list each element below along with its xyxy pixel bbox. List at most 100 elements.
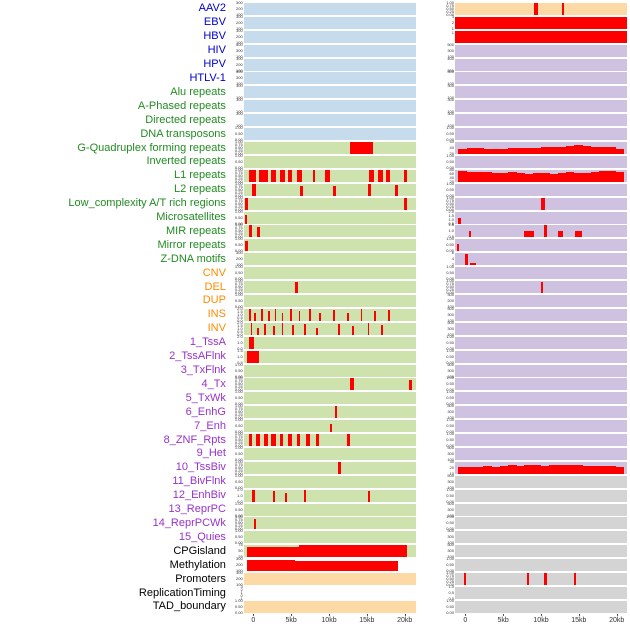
y-tick-label: 20 xyxy=(449,178,454,184)
y-tick-label: 0.0 xyxy=(237,331,243,337)
y-tick-label: 1.00 xyxy=(234,389,243,395)
y-tick-label: 0.0 xyxy=(237,345,243,351)
track-row: 1_TssA 2.0 1.0 0.0 1.00 0.50 0.00 xyxy=(0,334,627,351)
y-tick-label: 0.50 xyxy=(234,603,243,609)
y-tick-label: 0.00 xyxy=(234,164,243,170)
track-label: DEL xyxy=(204,281,226,293)
y-tick-label: 1.00 xyxy=(234,264,243,270)
y-axis-ticks-left-panel: 1.00 0.50 0.00 xyxy=(231,445,244,461)
y-tick-label: 1.00 xyxy=(446,194,454,200)
track-label: Mirror repeats xyxy=(157,239,226,251)
y-tick-label: 100 xyxy=(447,123,454,129)
y-tick-label: 0.00 xyxy=(446,276,454,282)
y-axis-ticks-right-panel: 500 300 100 xyxy=(416,473,455,490)
data-bar xyxy=(607,465,616,474)
y-tick-label: 1.00 xyxy=(234,458,243,464)
y-tick-label: 0.0 xyxy=(448,596,454,602)
y-tick-label: 0.00 xyxy=(446,359,454,365)
track-panel-left xyxy=(243,489,416,502)
data-bar xyxy=(565,465,575,474)
y-tick-label: 500 xyxy=(447,444,454,450)
data-bar xyxy=(598,147,608,155)
y-tick-label: 1.00 xyxy=(446,431,454,437)
track-panel-left xyxy=(243,587,416,600)
data-bar xyxy=(264,434,268,447)
data-bar xyxy=(333,186,336,196)
track-panel-right xyxy=(455,406,627,419)
y-tick-label: 300 xyxy=(447,69,454,75)
y-tick-label: 100 xyxy=(447,81,454,87)
y-tick-label: 1.5 xyxy=(448,212,454,218)
y-tick-label: 0.50 xyxy=(446,242,454,248)
y-tick-label: 1.00 xyxy=(446,180,454,186)
y-tick-label: 0.00 xyxy=(234,526,243,532)
y-tick-label: 300 xyxy=(447,111,454,117)
y-tick-label: 80 xyxy=(449,166,454,172)
y-tick-label: 0.50 xyxy=(234,381,243,387)
track-label: A-Phased repeats xyxy=(137,100,226,112)
data-bar xyxy=(574,465,583,474)
y-tick-label: 300 xyxy=(447,97,454,103)
y-tick-label: 0.25 xyxy=(234,203,243,209)
y-tick-label: 1.00 xyxy=(234,236,243,242)
y-axis-ticks-right-panel: 500 300 100 xyxy=(416,404,455,420)
track-label: Low_complexity A/T rich regions xyxy=(68,198,226,210)
track-label: EBV xyxy=(203,17,226,29)
y-tick-label: 1.0 xyxy=(448,228,454,234)
y-axis-ticks-left-panel: 300 200 100 xyxy=(231,13,244,30)
data-bar xyxy=(466,466,476,474)
y-tick-label: 500 xyxy=(236,69,243,75)
data-bar xyxy=(458,467,468,474)
track-panel-right xyxy=(455,545,627,558)
y-tick-label: 100 xyxy=(447,540,454,546)
x-axis-right-panel: 0 5kb 10kb 15kb 20kb xyxy=(455,614,627,628)
y-tick-label: 0.50 xyxy=(234,464,243,470)
y-tick-label: 0.00 xyxy=(234,429,243,435)
y-tick-label: 500 xyxy=(447,542,454,548)
data-bar xyxy=(279,169,285,182)
y-tick-label: 0.50 xyxy=(446,576,454,582)
x-tick-label: 5kb xyxy=(285,617,297,624)
y-tick-label: 100 xyxy=(447,484,454,490)
track-panel-right xyxy=(455,475,627,488)
y-tick-label: 40 xyxy=(449,174,454,180)
y-tick-label: 0.50 xyxy=(234,270,243,276)
y-tick-label: 300 xyxy=(236,83,243,89)
track-label: 9_Het xyxy=(196,448,226,460)
y-axis-ticks-left-panel: 1.00 0.75 0.50 0.25 0.00 xyxy=(231,515,244,532)
y-axis-ticks-right-panel: 2.0 1.5 1.0 0.5 xyxy=(416,209,455,225)
y-axis-ticks-left-panel: 1.00 0.75 0.50 0.25 0.00 xyxy=(231,181,244,197)
track-row: EBV 300 200 100 3 2 1 xyxy=(0,13,627,30)
data-bar xyxy=(565,146,575,155)
data-bar xyxy=(333,310,335,321)
data-bar xyxy=(549,173,558,182)
track-row: 9_Het 1.00 0.50 0.00 500 300 100 xyxy=(0,444,627,461)
track-label: 5_TxWk xyxy=(185,392,226,404)
track-row: HPV 300 200 100 400 200 xyxy=(0,56,627,72)
data-bar xyxy=(491,466,501,474)
data-bar xyxy=(523,231,535,238)
y-tick-label: 1.00 xyxy=(446,597,454,603)
track-label: G-Quadruplex forming repeats xyxy=(77,142,226,154)
data-bar xyxy=(381,325,384,335)
y-tick-label: 1.00 xyxy=(234,166,243,172)
y-tick-label: 0.50 xyxy=(446,520,454,526)
data-bar xyxy=(499,465,509,474)
data-bar xyxy=(558,231,564,238)
track-label: ReplicationTiming xyxy=(138,587,226,599)
y-axis-ticks-right-panel: 400 200 xyxy=(416,56,455,72)
track-panel-right xyxy=(455,587,627,600)
track-panel-right xyxy=(455,197,627,210)
track-panel-right xyxy=(455,420,627,433)
x-tick-label: 20kb xyxy=(397,617,413,624)
data-bar xyxy=(252,183,256,196)
y-tick-label: 300 xyxy=(236,13,243,19)
y-tick-label: 0.00 xyxy=(234,178,243,184)
y-axis-ticks-left-panel: 1.00 0.50 0.00 xyxy=(231,153,244,170)
track-panel-left xyxy=(243,267,416,280)
y-tick-label: 75 xyxy=(238,542,243,548)
y-tick-label: 0.75 xyxy=(234,281,243,287)
track-row: TAD_boundary 1.00 0.50 0.00 1.00 0.50 0.00 xyxy=(0,597,627,614)
y-tick-label: 0.00 xyxy=(234,151,243,157)
